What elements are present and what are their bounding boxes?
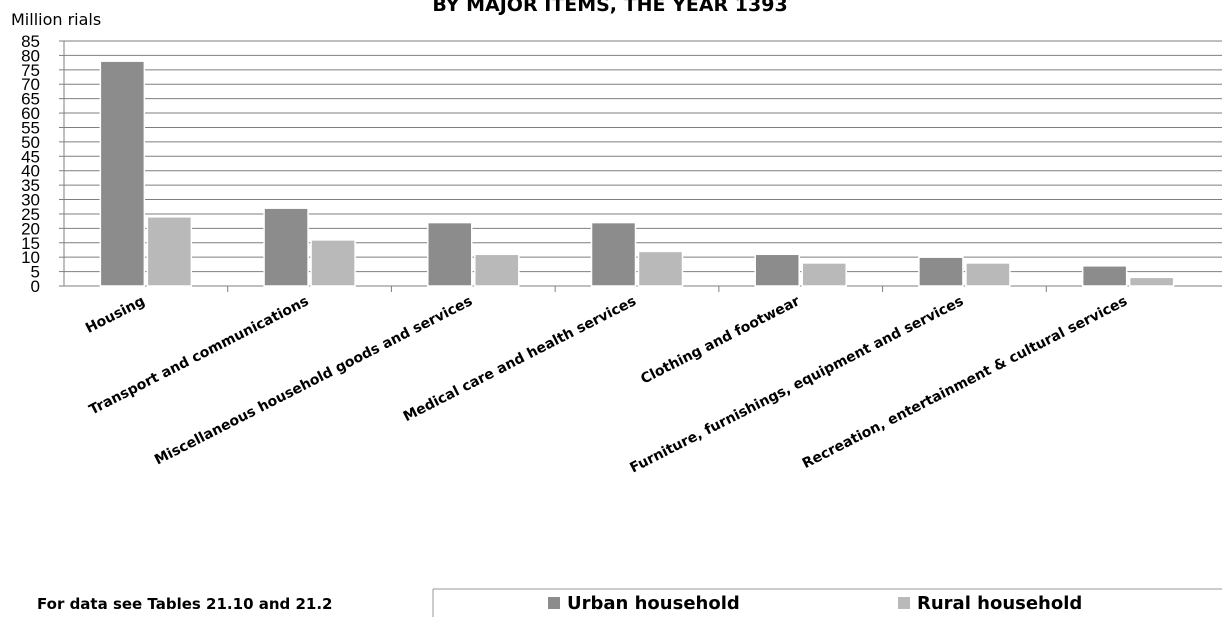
- y-axis-unit: Million rials: [11, 10, 101, 29]
- x-category-label: Furniture, furnishings, equipment and se…: [627, 293, 966, 476]
- y-tick-label: 15: [21, 234, 40, 253]
- x-category-label: Clothing and footwear: [638, 293, 802, 387]
- bar-urban: [590, 221, 637, 287]
- bar-urban: [918, 256, 964, 287]
- x-category-label: Recreation, entertainment & cultural ser…: [800, 293, 1130, 472]
- bar-rural: [637, 250, 684, 287]
- x-category-label: Housing: [83, 293, 148, 337]
- bar-urban: [427, 221, 473, 287]
- source-note: For data see Tables 21.10 and 21.2: [37, 595, 333, 613]
- y-tick-label: 25: [21, 205, 40, 224]
- y-tick-label: 40: [21, 162, 40, 181]
- legend-swatch: [548, 597, 560, 609]
- y-tick-label: 50: [21, 133, 40, 152]
- bar-urban: [1081, 265, 1128, 287]
- y-tick-label: 60: [21, 104, 40, 123]
- y-tick-label: 65: [21, 90, 40, 109]
- y-tick-label: 85: [21, 32, 40, 51]
- y-tick-label: 75: [21, 61, 40, 80]
- bar-rural: [801, 262, 847, 287]
- y-tick-label: 10: [21, 248, 40, 267]
- bar-rural: [1128, 276, 1175, 287]
- legend-label: Rural household: [917, 593, 1082, 614]
- bar-rural: [146, 216, 193, 287]
- y-tick-label: 0: [31, 277, 40, 296]
- y-tick-label: 80: [21, 46, 40, 65]
- y-tick-label: 30: [21, 191, 40, 210]
- bar-urban: [99, 60, 146, 287]
- bar-rural: [310, 239, 356, 287]
- bar-urban: [754, 253, 800, 287]
- gridlines: [64, 40, 1222, 273]
- bar-rural: [965, 262, 1011, 287]
- y-tick-label: 20: [21, 219, 40, 238]
- y-tick-label: 55: [21, 118, 40, 137]
- legend: Urban household Rural household: [548, 593, 1082, 614]
- y-tick-label: 5: [31, 263, 40, 282]
- legend-label: Urban household: [567, 593, 740, 614]
- y-tick-label: 45: [21, 147, 40, 166]
- bar-rural: [474, 253, 520, 287]
- bar-urban: [263, 207, 309, 287]
- chart-title: BY MAJOR ITEMS, THE YEAR 1393: [432, 0, 787, 16]
- y-tick-label: 70: [21, 75, 40, 94]
- y-tick-label: 35: [21, 176, 40, 195]
- x-category-label: Miscellaneous household goods and servic…: [152, 293, 475, 468]
- legend-swatch: [898, 597, 910, 609]
- bars: [99, 60, 1175, 287]
